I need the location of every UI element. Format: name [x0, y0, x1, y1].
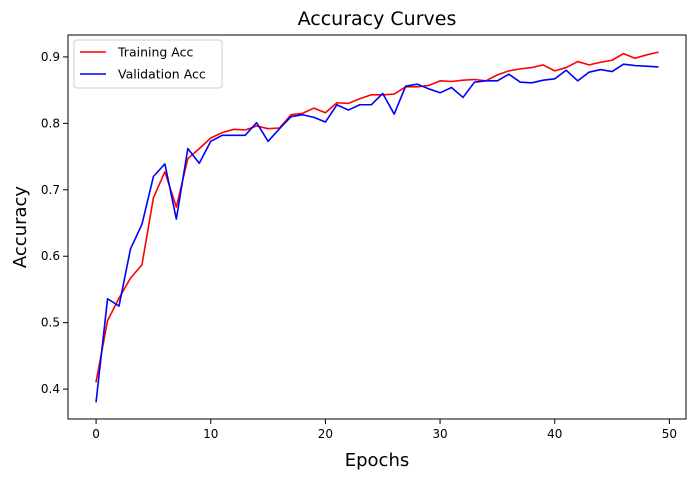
chart-title: Accuracy Curves — [298, 8, 457, 30]
legend-label-training: Training Acc — [117, 45, 193, 60]
x-tick-label: 30 — [432, 427, 447, 441]
legend: Training Acc Validation Acc — [73, 39, 223, 89]
y-tick-label: 0.8 — [41, 116, 60, 130]
y-tick-label: 0.6 — [41, 249, 60, 263]
y-axis-title: Accuracy — [10, 186, 31, 269]
x-tick-label: 40 — [547, 427, 562, 441]
x-axis-title: Epochs — [345, 450, 410, 471]
x-axis: 0 10 20 30 40 50 — [92, 419, 677, 441]
x-tick-label: 20 — [318, 427, 333, 441]
x-tick-label: 0 — [92, 427, 100, 441]
legend-label-validation: Validation Acc — [118, 67, 206, 82]
y-axis: 0.4 0.5 0.6 0.7 0.8 0.9 — [41, 50, 68, 396]
x-tick-label: 10 — [203, 427, 218, 441]
y-tick-label: 0.5 — [41, 316, 60, 330]
series-lines — [95, 51, 659, 403]
y-tick-label: 0.7 — [41, 183, 60, 197]
plot-area — [67, 34, 687, 420]
y-tick-label: 0.4 — [41, 382, 60, 396]
x-tick-label: 50 — [662, 427, 677, 441]
legend-box — [73, 39, 223, 89]
training-acc-line — [95, 51, 659, 383]
validation-acc-line — [95, 63, 659, 403]
y-tick-label: 0.9 — [41, 50, 60, 64]
